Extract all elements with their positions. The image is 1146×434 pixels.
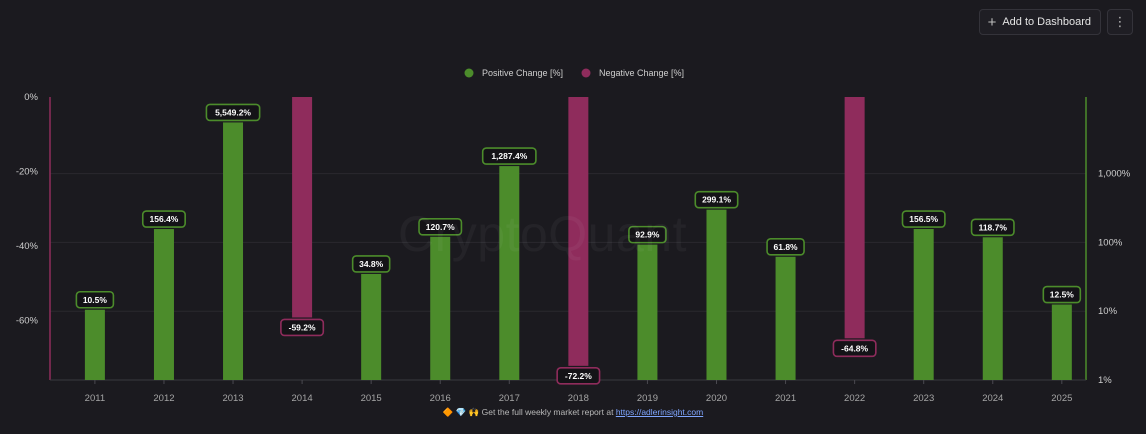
data-label: 34.8% — [359, 259, 384, 269]
footer-link[interactable]: https://adlerinsight.com — [615, 407, 704, 417]
data-label: 5,549.2% — [215, 107, 251, 117]
data-label: 92.9% — [635, 230, 660, 240]
data-label-box — [205, 103, 261, 122]
vertical-dots-icon: ⋮ — [1113, 14, 1127, 29]
data-label: -59.2% — [289, 322, 316, 332]
data-label-box — [694, 190, 739, 209]
negative-bar — [844, 97, 865, 339]
data-label-box — [832, 339, 877, 358]
footer-icons: 🔶 💎 🙌 — [442, 407, 480, 417]
positive-bar — [982, 237, 1003, 380]
data-label-box — [1042, 285, 1082, 304]
positive-bar — [913, 229, 934, 380]
y-right-tick-label: 100% — [1098, 237, 1123, 248]
x-tick-label: 2024 — [982, 393, 1003, 404]
x-tick-label: 2011 — [85, 393, 105, 404]
x-tick-label: 2017 — [499, 393, 520, 404]
positive-bar — [706, 209, 727, 380]
positive-bar — [637, 244, 658, 380]
add-to-dashboard-button[interactable]: + Add to Dashboard — [978, 9, 1101, 35]
positive-bar — [1051, 304, 1072, 380]
more-options-button[interactable]: ⋮ — [1107, 9, 1133, 35]
y-right-tick-label: 10% — [1098, 306, 1118, 317]
toolbar: + Add to Dashboard ⋮ — [978, 9, 1133, 35]
x-tick-label: 2021 — [775, 393, 796, 404]
data-label-box — [766, 237, 805, 256]
negative-bar — [568, 97, 589, 366]
data-label-box — [141, 210, 186, 228]
negative-bar — [292, 97, 313, 318]
data-label-box — [970, 218, 1015, 237]
x-tick-label: 2013 — [222, 393, 243, 404]
data-label: 118.7% — [979, 222, 1008, 232]
y-right-tick-label: 1% — [1098, 375, 1112, 386]
positive-bar — [361, 273, 382, 380]
data-label: 156.5% — [909, 214, 938, 224]
x-tick-label: 2012 — [153, 393, 174, 404]
x-tick-label: 2023 — [913, 393, 934, 404]
data-label: 156.4% — [150, 214, 179, 224]
data-label-box — [351, 255, 391, 273]
x-tick-label: 2019 — [637, 393, 658, 404]
positive-bar — [430, 236, 451, 380]
x-tick-label: 2016 — [430, 393, 451, 404]
data-label-box — [280, 318, 325, 337]
data-label: 299.1% — [702, 195, 731, 205]
legend-positive-label: Positive Change [%] — [482, 68, 563, 78]
data-label: -64.8% — [841, 343, 868, 353]
legend-negative-marker — [581, 68, 591, 78]
positive-bar — [499, 166, 520, 380]
y-left-tick-label: -60% — [16, 315, 39, 326]
footer-text: Get the full weekly market report at — [481, 407, 614, 417]
data-label: 1,287.4% — [491, 151, 527, 161]
positive-bar — [223, 122, 244, 380]
y-left-tick-label: -20% — [16, 166, 39, 177]
positive-bar — [84, 309, 105, 380]
y-left-tick-label: 0% — [24, 92, 38, 103]
data-label-box — [418, 217, 463, 236]
plus-icon: + — [987, 13, 997, 31]
data-label: 120.7% — [426, 222, 455, 232]
data-label: 12.5% — [1050, 290, 1075, 300]
y-right-tick-label: 1,000% — [1098, 169, 1131, 180]
data-label: 10.5% — [83, 295, 108, 305]
data-label: -72.2% — [565, 371, 592, 381]
positive-bar — [775, 256, 796, 380]
data-label-box — [75, 290, 115, 309]
positive-bar — [153, 229, 174, 380]
x-tick-label: 2025 — [1051, 393, 1072, 404]
data-label-box — [481, 147, 537, 165]
data-label-box — [556, 367, 601, 385]
x-tick-label: 2020 — [706, 393, 727, 404]
footer: 🔶 💎 🙌 Get the full weekly market report … — [0, 407, 1146, 418]
legend-negative-label: Negative Change [%] — [599, 68, 684, 78]
x-tick-label: 2015 — [361, 393, 382, 404]
x-tick-label: 2018 — [568, 393, 589, 404]
data-label: 61.8% — [774, 242, 799, 252]
y-left-tick-label: -40% — [16, 241, 39, 252]
legend-positive-marker — [464, 68, 474, 78]
data-label-box — [628, 225, 667, 244]
data-label-box — [901, 210, 946, 228]
x-tick-label: 2014 — [292, 393, 313, 404]
x-tick-label: 2022 — [844, 393, 865, 404]
add-to-dashboard-label: Add to Dashboard — [1002, 16, 1091, 28]
